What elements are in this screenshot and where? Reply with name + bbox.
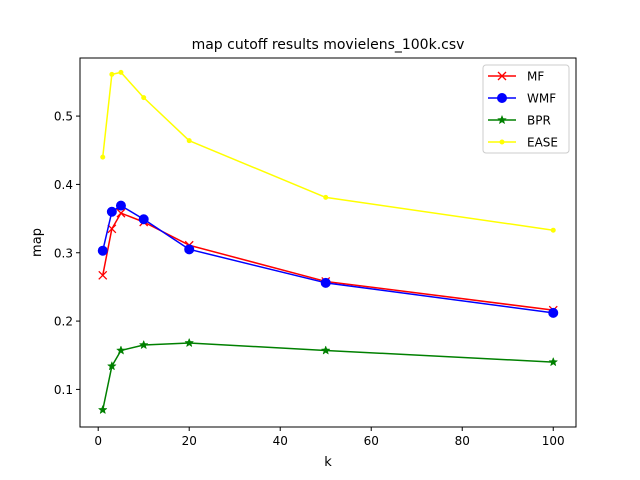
x-tick-label: 20 — [182, 434, 197, 448]
series-layer — [97, 69, 559, 415]
y-tick-label: 0.3 — [54, 246, 73, 260]
y-tick-label: 0.2 — [54, 315, 73, 329]
y-tick-label: 0.1 — [54, 383, 73, 397]
data-point-mf — [98, 270, 108, 280]
data-point-wmf — [138, 214, 149, 225]
data-point-mf — [116, 208, 126, 218]
x-tick-label: 100 — [542, 434, 565, 448]
data-point-wmf — [548, 307, 559, 318]
legend-frame — [482, 64, 570, 154]
data-point-ease — [141, 95, 147, 101]
data-point-bpr — [106, 360, 117, 371]
data-point-ease — [100, 154, 106, 160]
data-point-ease — [550, 227, 556, 233]
data-point-bpr — [548, 356, 559, 367]
data-point-bpr — [97, 404, 108, 415]
legend-marker-wmf — [497, 93, 507, 103]
legend-entry-wmf: WMF — [488, 92, 556, 106]
legend-entry-mf: MF — [488, 70, 544, 84]
data-point-bpr — [115, 345, 126, 355]
legend-label-wmf: WMF — [527, 92, 556, 106]
data-point-ease — [186, 138, 192, 144]
data-point-ease — [323, 194, 329, 200]
x-axis-label: k — [324, 455, 332, 470]
legend-label-bpr: BPR — [527, 114, 551, 128]
x-tick-label: 0 — [94, 434, 102, 448]
series-ease — [100, 69, 556, 233]
axes-layer — [79, 57, 577, 428]
data-point-wmf — [115, 200, 126, 211]
data-point-ease — [109, 71, 115, 77]
legend-label-ease: EASE — [527, 136, 558, 150]
y-axis-label: map — [30, 228, 45, 257]
x-tick-label: 80 — [455, 434, 470, 448]
data-point-wmf — [320, 277, 331, 288]
legend-entry-bpr: BPR — [488, 114, 551, 128]
data-point-bpr — [320, 345, 331, 355]
y-tick-label: 0.5 — [54, 110, 73, 124]
legend-label-mf: MF — [527, 70, 544, 84]
plot-frame — [79, 57, 577, 428]
series-wmf — [97, 200, 559, 318]
x-tick-label: 40 — [273, 434, 288, 448]
y-tick-label: 0.4 — [54, 178, 73, 192]
x-tick-label: 60 — [364, 434, 379, 448]
data-point-wmf — [184, 244, 195, 255]
data-point-bpr — [138, 339, 149, 350]
legend-entry-ease: EASE — [488, 136, 558, 150]
ticks-layer: 0 20 40 60 80 100 0.1 0.2 0.3 0.4 0.5 — [54, 110, 565, 448]
legend-marker-mf — [497, 71, 507, 81]
legend-marker-ease — [499, 139, 505, 145]
data-point-ease — [118, 69, 124, 75]
series-bpr — [97, 337, 559, 415]
chart-title: map cutoff results movielens_100k.csv — [192, 37, 465, 53]
legend: MF WMF BPR EASE — [482, 64, 570, 154]
data-point-bpr — [184, 337, 195, 348]
legend-marker-bpr — [497, 114, 507, 125]
data-point-wmf — [106, 206, 117, 217]
data-point-wmf — [97, 245, 108, 256]
